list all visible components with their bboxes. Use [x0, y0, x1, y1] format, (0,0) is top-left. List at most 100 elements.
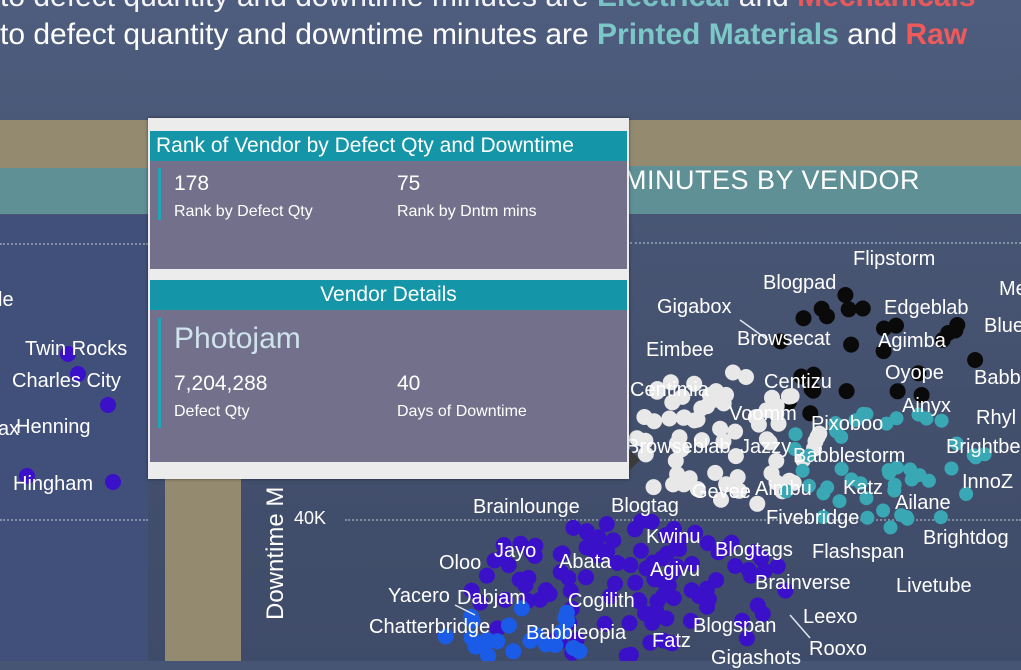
scatter-point[interactable]	[665, 520, 682, 537]
scatter-point[interactable]	[699, 535, 716, 552]
scatter-point[interactable]	[649, 593, 666, 610]
scatter-point[interactable]	[673, 441, 690, 458]
scatter-point[interactable]	[517, 577, 534, 594]
scatter-point[interactable]	[562, 582, 579, 599]
scatter-point[interactable]	[686, 375, 703, 392]
scatter-point[interactable]	[701, 387, 718, 403]
scatter-point[interactable]	[693, 432, 710, 449]
scatter-point[interactable]	[838, 383, 855, 400]
scatter-point[interactable]	[889, 411, 904, 426]
scatter-point[interactable]	[70, 366, 86, 382]
scatter-point[interactable]	[876, 320, 892, 337]
scatter-point[interactable]	[967, 352, 984, 368]
scatter-point[interactable]	[512, 535, 529, 552]
scatter-point[interactable]	[526, 547, 543, 564]
scatter-point[interactable]	[578, 569, 594, 586]
scatter-point[interactable]	[100, 397, 116, 413]
scatter-point[interactable]	[554, 623, 571, 640]
scatter-point[interactable]	[547, 637, 564, 653]
scatter-point[interactable]	[472, 594, 489, 611]
scatter-point[interactable]	[779, 484, 794, 499]
scatter-point[interactable]	[801, 448, 816, 463]
scatter-point[interactable]	[769, 558, 786, 575]
scatter-point[interactable]	[780, 388, 797, 405]
scatter-point[interactable]	[805, 382, 822, 399]
scatter-point[interactable]	[463, 608, 480, 625]
scatter-point[interactable]	[910, 365, 927, 382]
scatter-point[interactable]	[738, 630, 755, 647]
scatter-point[interactable]	[811, 425, 828, 442]
scatter-point[interactable]	[684, 556, 700, 572]
scatter-point[interactable]	[750, 416, 767, 433]
scatter-point[interactable]	[848, 413, 863, 428]
scatter-point[interactable]	[713, 491, 729, 508]
scatter-point[interactable]	[770, 415, 787, 432]
scatter-point[interactable]	[637, 432, 654, 449]
scatter-point[interactable]	[637, 605, 653, 622]
scatter-point[interactable]	[727, 448, 744, 465]
scatter-point[interactable]	[768, 452, 785, 469]
scatter-point[interactable]	[497, 591, 514, 608]
scatter-point[interactable]	[500, 557, 517, 574]
scatter-point[interactable]	[772, 333, 789, 350]
scatter-point[interactable]	[934, 331, 951, 348]
scatter-point[interactable]	[633, 513, 650, 530]
scatter-point[interactable]	[676, 409, 693, 426]
scatter-point[interactable]	[921, 473, 936, 488]
scatter-point[interactable]	[944, 461, 959, 476]
scatter-point[interactable]	[596, 615, 613, 632]
scatter-point[interactable]	[911, 407, 926, 422]
scatter-point[interactable]	[632, 542, 649, 559]
scatter-point[interactable]	[479, 632, 495, 649]
scatter-point[interactable]	[637, 446, 654, 463]
scatter-point[interactable]	[828, 421, 843, 436]
scatter-point[interactable]	[832, 494, 847, 509]
scatter-point[interactable]	[731, 482, 748, 499]
scatter-point[interactable]	[959, 487, 974, 501]
scatter-point[interactable]	[805, 366, 822, 383]
scatter-point[interactable]	[644, 554, 661, 571]
scatter-point[interactable]	[860, 510, 875, 525]
scatter-point[interactable]	[682, 612, 699, 629]
scatter-point[interactable]	[689, 481, 706, 498]
scatter-point[interactable]	[903, 462, 918, 477]
scatter-point[interactable]	[661, 410, 678, 427]
scatter-point[interactable]	[788, 427, 803, 442]
scatter-point[interactable]	[718, 476, 735, 493]
scatter-point[interactable]	[105, 474, 121, 490]
scatter-point[interactable]	[883, 520, 898, 535]
scatter-point[interactable]	[602, 588, 619, 605]
scatter-point[interactable]	[949, 436, 964, 451]
scatter-point[interactable]	[859, 491, 874, 506]
scatter-point[interactable]	[565, 519, 582, 536]
scatter-point[interactable]	[495, 537, 512, 553]
scatter-point[interactable]	[687, 524, 704, 541]
scatter-point[interactable]	[649, 383, 666, 400]
scatter-point[interactable]	[802, 478, 816, 493]
scatter-point[interactable]	[949, 317, 966, 333]
scatter-point[interactable]	[977, 447, 992, 462]
scatter-point[interactable]	[478, 567, 495, 584]
scatter-point[interactable]	[853, 476, 868, 491]
scatter-point[interactable]	[609, 555, 626, 571]
scatter-point[interactable]	[795, 310, 812, 327]
scatter-point[interactable]	[599, 543, 616, 560]
scatter-point[interactable]	[793, 368, 810, 385]
scatter-point[interactable]	[621, 615, 638, 632]
scatter-point[interactable]	[725, 364, 741, 381]
scatter-point[interactable]	[802, 405, 819, 422]
scatter-point[interactable]	[707, 464, 724, 481]
scatter-point[interactable]	[486, 552, 503, 569]
scatter-point[interactable]	[674, 388, 691, 405]
scatter-point[interactable]	[889, 383, 906, 400]
scatter-point[interactable]	[505, 643, 522, 660]
scatter-point[interactable]	[689, 411, 706, 428]
scatter-point[interactable]	[607, 575, 623, 592]
scatter-point[interactable]	[527, 626, 544, 643]
scatter-point[interactable]	[655, 632, 672, 649]
scatter-point[interactable]	[854, 300, 871, 317]
scatter-point[interactable]	[714, 389, 731, 406]
scatter-point[interactable]	[571, 643, 588, 660]
scatter-point[interactable]	[627, 574, 644, 591]
scatter-point[interactable]	[668, 538, 685, 555]
